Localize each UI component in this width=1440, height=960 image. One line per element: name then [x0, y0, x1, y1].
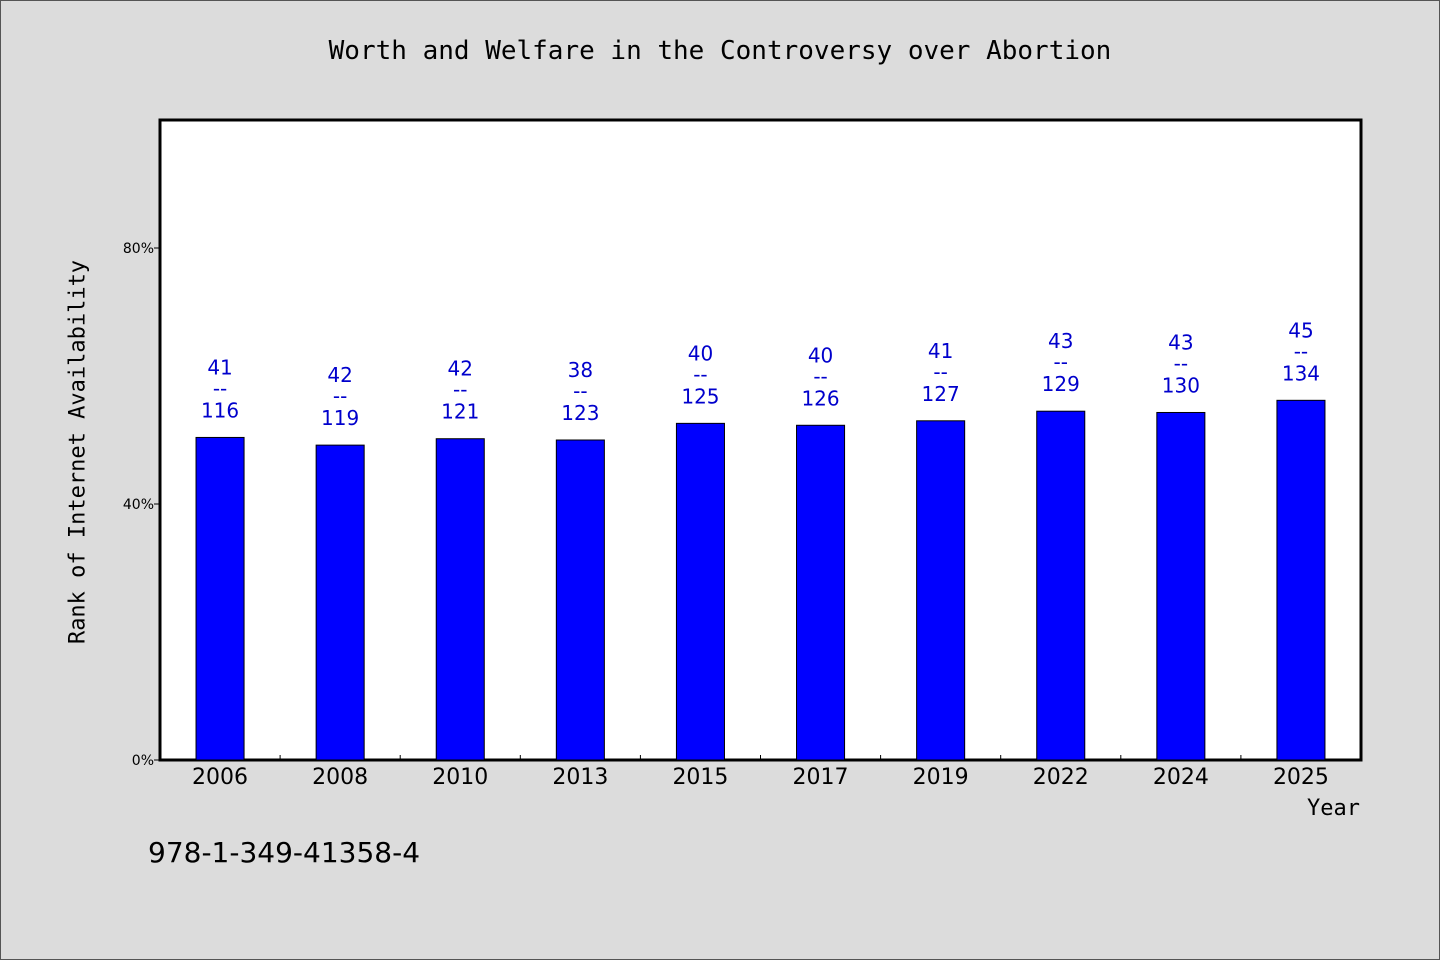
- bar-label-top: 40: [808, 343, 833, 367]
- bar-label-top: 41: [928, 339, 953, 363]
- bar: [916, 420, 966, 761]
- bar-label-bottom: 134: [1282, 361, 1320, 385]
- bar-label-separator: --: [1054, 350, 1068, 374]
- bar-label-separator: --: [1294, 339, 1308, 363]
- y-tick-label: 40%: [123, 497, 154, 513]
- x-tick-label: 2006: [192, 765, 248, 790]
- x-tick-label: 2017: [793, 765, 849, 790]
- bar-label-top: 43: [1048, 329, 1073, 353]
- bar-label-separator: --: [693, 362, 707, 386]
- bar-label-bottom: 121: [441, 400, 479, 424]
- bar-label-top: 42: [327, 363, 352, 387]
- bar: [195, 436, 245, 761]
- bar-label-bottom: 127: [922, 382, 960, 406]
- bar: [1156, 411, 1206, 761]
- bar-label-top: 43: [1168, 330, 1193, 354]
- bar-label-top: 41: [207, 355, 232, 379]
- bar-label-separator: --: [573, 379, 587, 403]
- bar-label-separator: --: [333, 384, 347, 408]
- y-tick-label: 80%: [123, 241, 154, 257]
- bar-label-separator: --: [453, 378, 467, 402]
- bar-label-top: 45: [1288, 318, 1313, 342]
- x-axis-label: Year: [1307, 796, 1360, 821]
- isbn-text: 978-1-349-41358-4: [148, 836, 421, 869]
- bar-label-separator: --: [933, 360, 947, 384]
- x-tick-label: 2024: [1153, 765, 1209, 790]
- x-tick-label: 2013: [552, 765, 608, 790]
- chart-title: Worth and Welfare in the Controversy ove…: [328, 36, 1112, 66]
- bar-label-bottom: 116: [201, 398, 239, 422]
- x-tick-label: 2022: [1033, 765, 1089, 790]
- bar: [435, 438, 485, 761]
- x-tick-label: 2010: [432, 765, 488, 790]
- x-tick-label: 2019: [913, 765, 969, 790]
- bar-label-bottom: 126: [801, 386, 839, 410]
- x-tick-label: 2015: [672, 765, 728, 790]
- bar-label-separator: --: [813, 364, 827, 388]
- bar-label-separator: --: [1174, 351, 1188, 375]
- y-tick-label: 0%: [132, 753, 154, 769]
- bar-label-bottom: 123: [561, 401, 599, 425]
- bar-label-bottom: 119: [321, 406, 359, 430]
- bar: [315, 444, 365, 761]
- bar-label-top: 38: [568, 358, 593, 382]
- bar: [675, 422, 725, 761]
- bar: [796, 424, 846, 761]
- bar-label-bottom: 130: [1162, 373, 1200, 397]
- bar-label-top: 40: [688, 341, 713, 365]
- bar-label-top: 42: [448, 357, 473, 381]
- bar: [1276, 399, 1326, 761]
- bar-label-bottom: 129: [1042, 372, 1080, 396]
- x-tick-label: 2025: [1273, 765, 1329, 790]
- x-tick-label: 2008: [312, 765, 368, 790]
- bar-label-separator: --: [213, 376, 227, 400]
- bar: [555, 439, 605, 761]
- bar-label-bottom: 125: [681, 384, 719, 408]
- bar: [1036, 410, 1086, 761]
